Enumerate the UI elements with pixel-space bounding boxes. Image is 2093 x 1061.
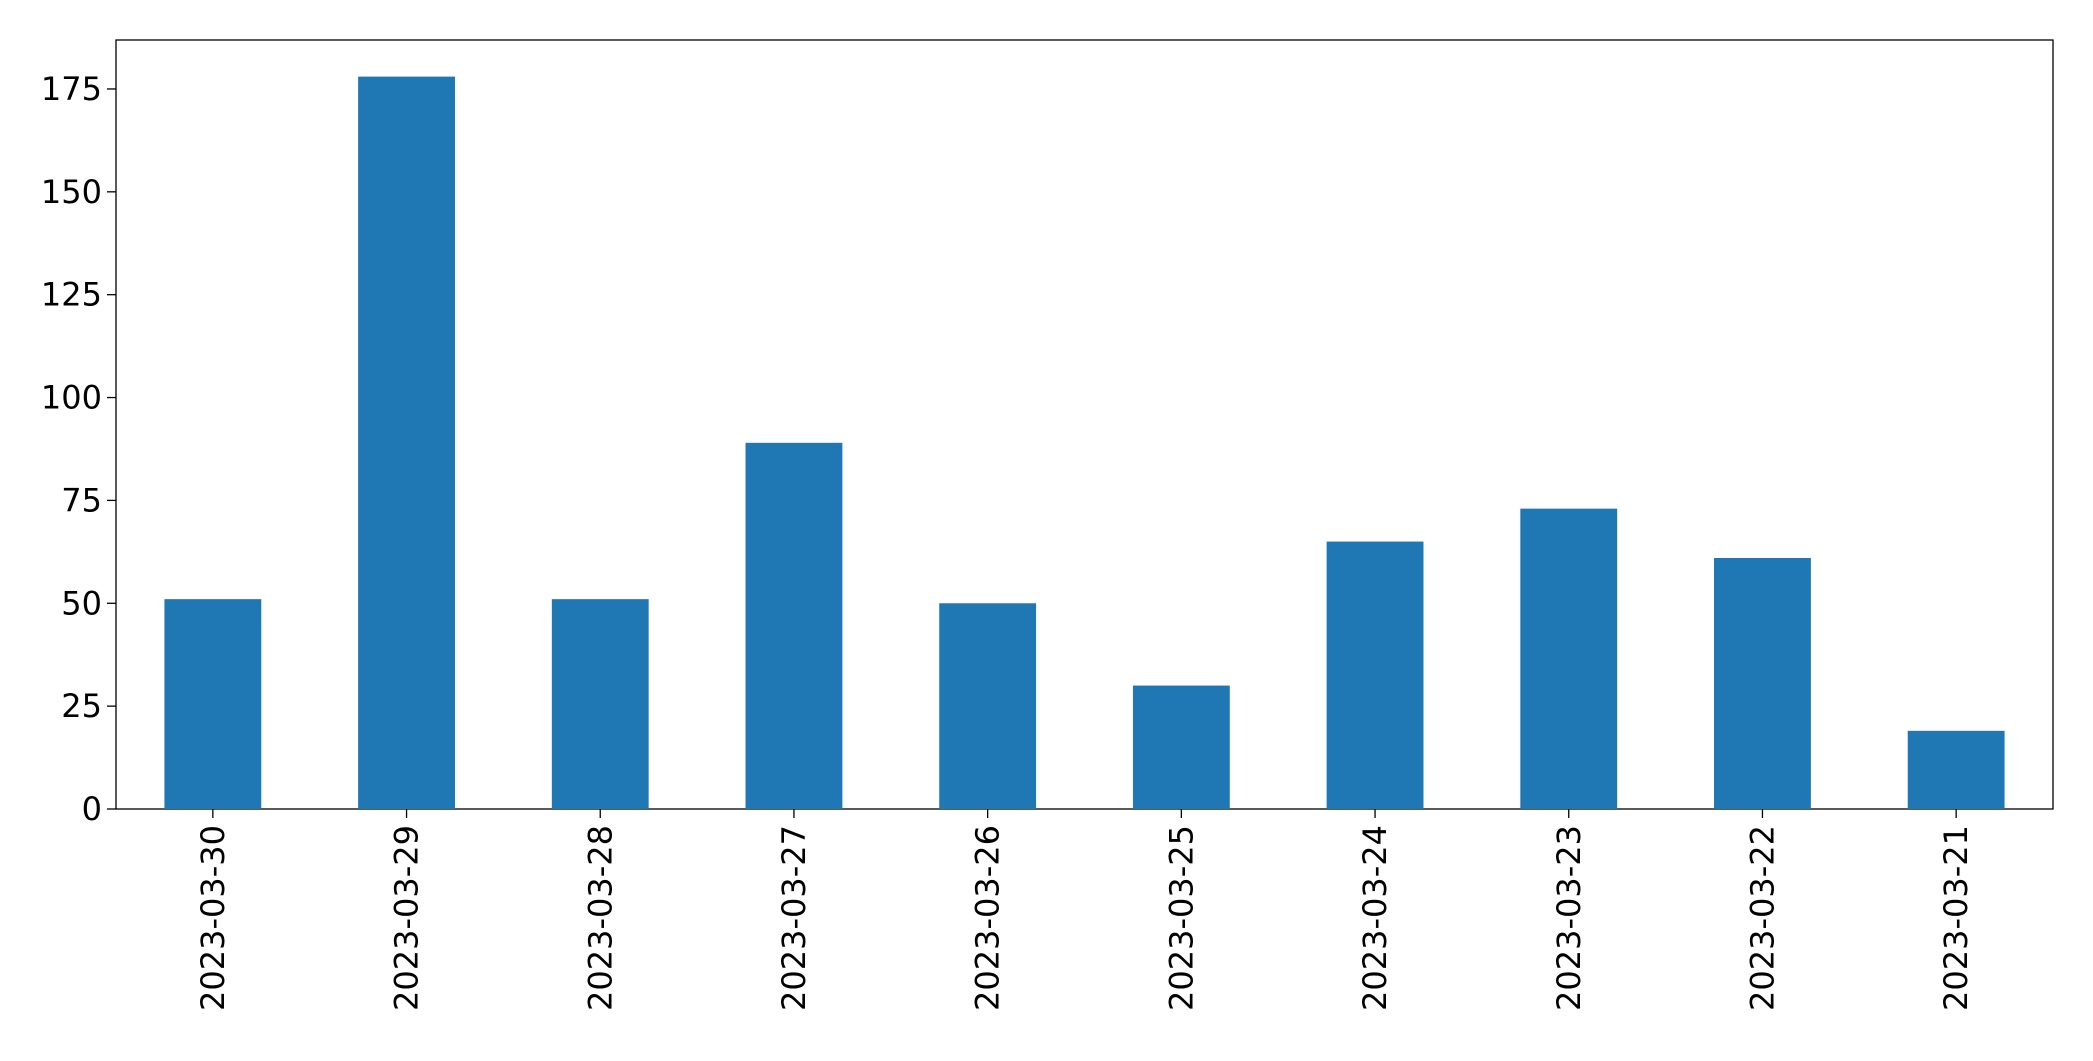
bar (551, 599, 649, 809)
x-tick-label: 2023-03-21 (1937, 825, 1975, 1011)
bar (1132, 685, 1230, 809)
bar (164, 599, 262, 809)
bar (1907, 730, 2005, 809)
x-tick-label: 2023-03-27 (775, 825, 813, 1011)
bar (1520, 508, 1618, 809)
bar (745, 442, 843, 809)
y-tick-label: 0 (82, 790, 102, 828)
x-tick-label: 2023-03-30 (194, 825, 232, 1011)
y-tick-label: 50 (61, 584, 102, 622)
y-tick-label: 175 (41, 70, 102, 108)
x-tick-label: 2023-03-22 (1743, 825, 1781, 1011)
plot-frame (115, 39, 2054, 810)
x-tick-label: 2023-03-25 (1162, 825, 1200, 1011)
y-tick-label: 150 (41, 173, 102, 211)
bar (1326, 541, 1424, 809)
bar (358, 76, 455, 810)
bar (1714, 558, 1811, 809)
x-tick-label: 2023-03-24 (1356, 825, 1394, 1011)
y-tick-label: 25 (61, 687, 102, 725)
x-tick-label: 2023-03-29 (388, 825, 426, 1011)
bar (939, 603, 1037, 809)
y-tick-label: 100 (41, 379, 102, 417)
y-tick-label: 75 (61, 481, 102, 519)
y-tick-label: 125 (41, 276, 102, 314)
x-tick-label: 2023-03-23 (1550, 825, 1588, 1011)
x-tick-label: 2023-03-28 (581, 825, 619, 1011)
x-tick-label: 2023-03-26 (969, 825, 1007, 1011)
